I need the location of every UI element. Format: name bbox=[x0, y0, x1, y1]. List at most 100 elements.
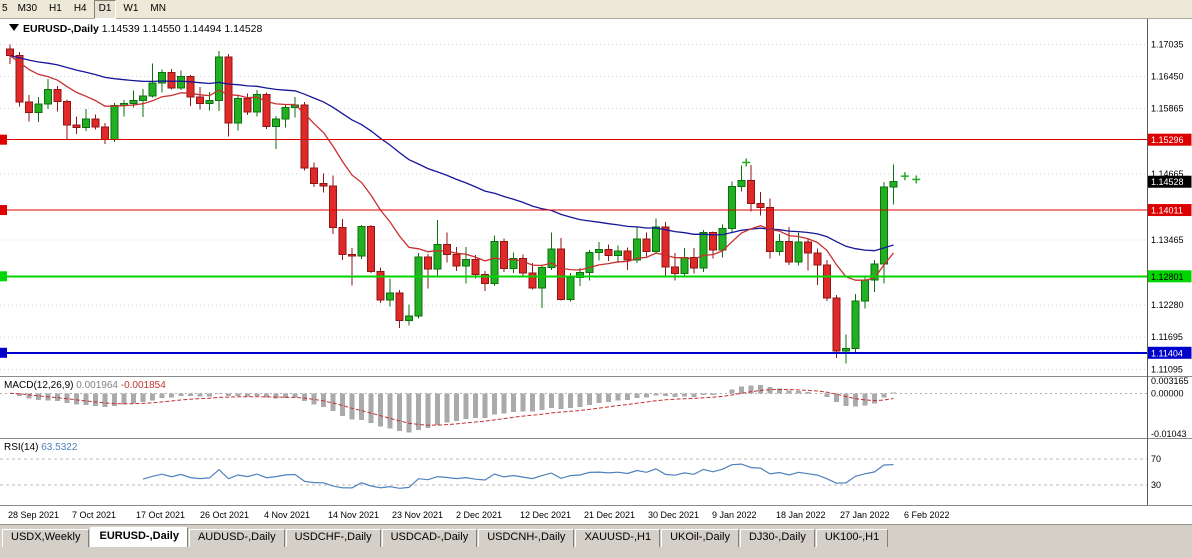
price-axis-label: 1.12280 bbox=[1151, 300, 1184, 310]
candle bbox=[329, 185, 337, 229]
date-axis-label: 14 Nov 2021 bbox=[328, 510, 379, 520]
rsi-axis-label: 30 bbox=[1151, 480, 1161, 490]
macd-axis-label: -0.01043 bbox=[1151, 429, 1187, 439]
rsi-axis-label: 70 bbox=[1151, 454, 1161, 464]
candle bbox=[82, 118, 90, 128]
date-axis-label: 4 Nov 2021 bbox=[264, 510, 310, 520]
chart-tab-usdx-weekly[interactable]: USDX,Weekly bbox=[2, 529, 90, 547]
candle bbox=[728, 186, 736, 230]
rsi-indicator-label: RSI(14) 63.5322 bbox=[4, 442, 78, 453]
date-axis-label: 26 Oct 2021 bbox=[200, 510, 249, 520]
price-chart-canvas[interactable]: 1.17035 1.16450 1.15865 1.14665 1.13465 1.122… bbox=[0, 19, 1192, 524]
chart-tab-eurusd-daily[interactable]: EURUSD-,Daily bbox=[90, 527, 188, 547]
candle bbox=[6, 48, 14, 57]
candle bbox=[500, 240, 508, 270]
current-price-badge-text: 1.14528 bbox=[1151, 177, 1184, 187]
candle bbox=[756, 203, 765, 208]
timeframe-button-h1[interactable]: H1 bbox=[49, 2, 62, 14]
price-axis-label: 1.14665 bbox=[1151, 169, 1184, 179]
candle bbox=[870, 263, 879, 281]
candle bbox=[604, 249, 613, 257]
candle bbox=[234, 97, 242, 124]
candle bbox=[357, 226, 366, 257]
candle bbox=[186, 75, 195, 98]
candle bbox=[851, 300, 860, 350]
level-price-badge-text: 1.14011 bbox=[1151, 206, 1183, 216]
timeframe-button-m30[interactable]: M30 bbox=[17, 2, 38, 14]
candle bbox=[167, 72, 176, 89]
chart-tab-usdchf-daily[interactable]: USDCHF-,Daily bbox=[285, 529, 381, 547]
candle bbox=[680, 257, 689, 275]
level-price-badge-text: 1.15296 bbox=[1151, 135, 1184, 145]
candle bbox=[623, 250, 632, 261]
timeframe-button-mn[interactable]: MN bbox=[150, 2, 166, 14]
chart-tab-usdcad-daily[interactable]: USDCAD-,Daily bbox=[381, 529, 478, 547]
timeframe-toolbar: 5 M30 H1 H4 D1 W1 MN bbox=[0, 0, 1192, 19]
price-axis-label: 1.15865 bbox=[1151, 104, 1184, 114]
candle bbox=[158, 72, 166, 84]
candle bbox=[880, 186, 888, 265]
chart-tab-ukoil-daily[interactable]: UKOil-,Daily bbox=[661, 529, 739, 547]
level-price-badge bbox=[1148, 133, 1192, 146]
timeframe-button-5[interactable]: 5 bbox=[2, 2, 8, 14]
price-axis-label: 1.11095 bbox=[1151, 365, 1183, 375]
level-price-badge-text: 1.11404 bbox=[1151, 348, 1183, 358]
date-axis-label: 23 Nov 2021 bbox=[392, 510, 443, 520]
candle bbox=[72, 124, 81, 128]
candle bbox=[842, 348, 850, 352]
candle bbox=[566, 276, 575, 300]
timeframe-button-d1[interactable]: D1 bbox=[93, 0, 117, 19]
chart-background bbox=[0, 19, 1192, 524]
candle bbox=[690, 257, 698, 269]
candle bbox=[642, 238, 651, 253]
date-axis-label: 7 Oct 2021 bbox=[72, 510, 116, 520]
date-axis-label: 28 Sep 2021 bbox=[8, 510, 59, 520]
candle bbox=[177, 75, 185, 89]
timeframe-button-w1[interactable]: W1 bbox=[123, 2, 139, 14]
candle bbox=[300, 104, 309, 169]
candle bbox=[281, 107, 290, 120]
date-axis-label: 12 Dec 2021 bbox=[520, 510, 571, 520]
date-axis-label: 21 Dec 2021 bbox=[584, 510, 635, 520]
candle bbox=[319, 182, 328, 187]
chart-drag-icon[interactable] bbox=[9, 24, 19, 31]
candle bbox=[614, 250, 622, 257]
candle bbox=[861, 279, 869, 302]
candle bbox=[224, 56, 233, 124]
candle bbox=[709, 232, 717, 251]
chart-tab-audusd-daily[interactable]: AUDUSD-,Daily bbox=[188, 529, 285, 547]
candle bbox=[481, 274, 489, 284]
date-axis-label: 6 Feb 2022 bbox=[904, 510, 950, 520]
chart-title: EURUSD-,Daily 1.14539 1.14550 1.14494 1.… bbox=[23, 23, 263, 35]
candle bbox=[509, 257, 518, 270]
candle bbox=[91, 118, 100, 128]
candle bbox=[804, 241, 812, 254]
candle bbox=[794, 241, 803, 263]
level-edge-anchor bbox=[0, 271, 7, 282]
candle bbox=[823, 264, 831, 299]
candle bbox=[243, 97, 252, 113]
level-edge-anchor bbox=[0, 347, 7, 358]
candle bbox=[376, 270, 385, 301]
date-axis-label: 2 Dec 2021 bbox=[456, 510, 502, 520]
chart-tab-dj30-daily[interactable]: DJ30-,Daily bbox=[739, 529, 815, 547]
candle bbox=[528, 272, 537, 289]
current-price-badge bbox=[1148, 175, 1192, 188]
candle bbox=[129, 100, 138, 104]
candle bbox=[585, 251, 594, 274]
timeframe-button-h4[interactable]: H4 bbox=[73, 2, 87, 14]
candle bbox=[253, 94, 261, 113]
candle bbox=[889, 181, 898, 188]
chart-tab-xauusd-h1[interactable]: XAUUSD-,H1 bbox=[575, 529, 661, 547]
chart-tab-usdcnh-daily[interactable]: USDCNH-,Daily bbox=[478, 529, 575, 547]
macd-indicator-label: MACD(12,26,9) 0.001964 -0.001854 bbox=[4, 380, 166, 391]
macd-axis-label: 0.00000 bbox=[1151, 388, 1184, 398]
candle bbox=[310, 167, 318, 184]
candle bbox=[338, 227, 347, 255]
chart-tab-uk100-h1[interactable]: UK100-,H1 bbox=[815, 529, 889, 547]
candle bbox=[405, 315, 413, 322]
price-axis-label: 1.13465 bbox=[1151, 235, 1184, 245]
level-edge-anchor bbox=[0, 134, 7, 145]
candle bbox=[462, 258, 470, 267]
